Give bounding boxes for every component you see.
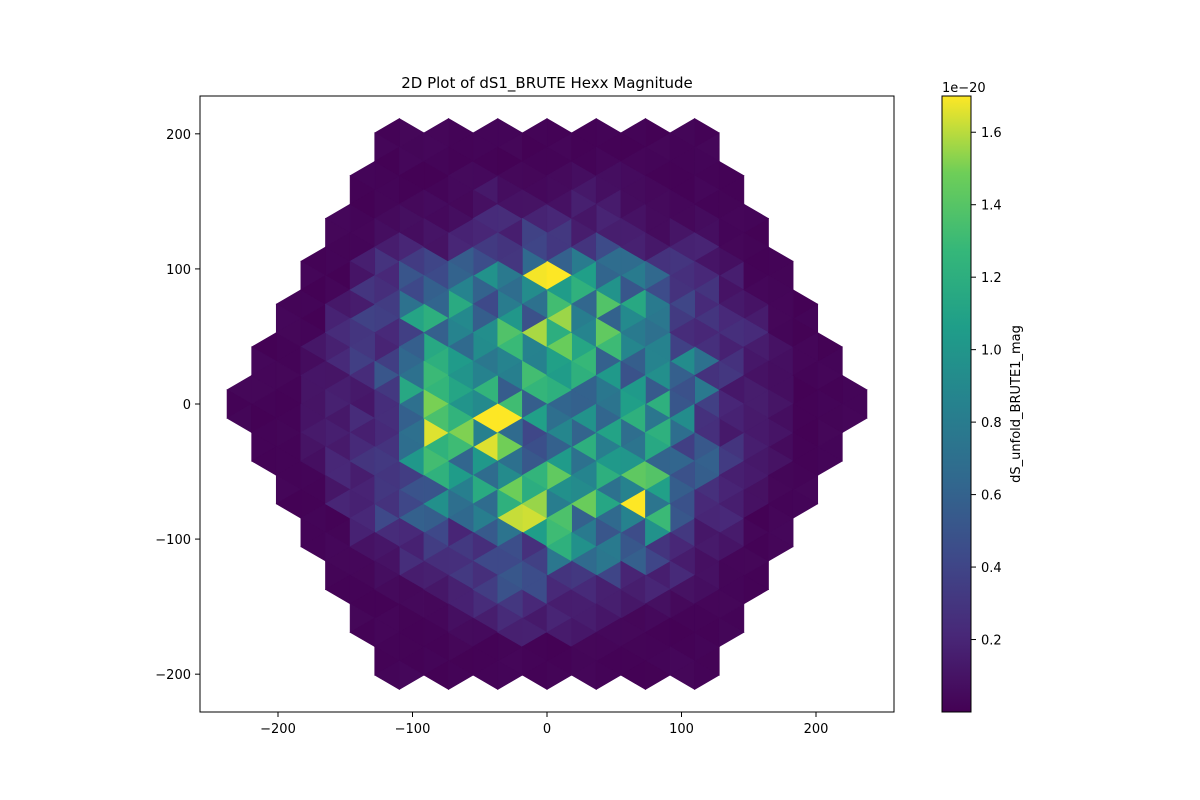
x-tick-label: 200 xyxy=(804,722,829,737)
colorbar-tick-label: 1.6 xyxy=(981,126,1002,141)
colorbar-tick-label: 0.4 xyxy=(981,561,1002,576)
colorbar-tick-label: 1.4 xyxy=(981,199,1002,214)
colorbar-tick-label: 0.2 xyxy=(981,634,1002,649)
mesh-triangle xyxy=(448,660,474,690)
colorbar-gradient xyxy=(942,96,971,712)
mesh-triangle xyxy=(645,660,671,690)
mesh-triangle xyxy=(595,660,622,690)
colorbar-tick-label: 1.2 xyxy=(981,271,1002,286)
mesh-triangle xyxy=(546,660,573,690)
y-axis: −200 −100 0 100 200 xyxy=(155,128,200,683)
hexagonal-mesh xyxy=(226,118,868,690)
colorbar-frame xyxy=(941,95,972,713)
mesh-triangle xyxy=(718,617,745,648)
mesh-triangle xyxy=(399,660,425,690)
colorbar-label: dS_unfold_BRUTE1_mag xyxy=(1009,325,1024,483)
colorbar-offset-text: 1e−20 xyxy=(942,81,986,96)
x-tick-label: −100 xyxy=(395,722,431,737)
x-tick-label: 0 xyxy=(543,722,551,737)
mesh-triangle xyxy=(768,531,794,562)
colorbar-tick-label: 0.6 xyxy=(981,489,1002,504)
x-tick-label: −200 xyxy=(260,722,296,737)
x-tick-label: 100 xyxy=(669,722,694,737)
mesh-triangle xyxy=(694,660,720,690)
colorbar-ticks: 0.2 0.4 0.6 0.8 1.0 1.2 1.4 1.6 xyxy=(971,126,1002,649)
x-axis: −200 −100 0 100 200 xyxy=(260,712,828,737)
mesh-triangle xyxy=(842,403,868,434)
mesh-triangle xyxy=(792,489,819,519)
colorbar-tick-label: 0.8 xyxy=(981,416,1002,431)
y-tick-label: 100 xyxy=(166,263,191,278)
chart-title: 2D Plot of dS1_BRUTE Hexx Magnitude xyxy=(401,74,693,93)
colorbar: 1e−20 dS_unfold_BRUTE1_mag 0.2 0.4 0.6 0.8 1… xyxy=(941,81,1024,713)
colorbar-tick-label: 1.0 xyxy=(981,344,1002,359)
y-tick-label: 200 xyxy=(166,128,191,143)
mesh-triangle xyxy=(497,660,523,690)
y-tick-label: 0 xyxy=(183,398,191,413)
y-tick-label: −100 xyxy=(155,533,191,548)
mesh-triangle xyxy=(743,574,770,605)
y-tick-label: −200 xyxy=(155,668,191,683)
mesh-triangle xyxy=(817,446,843,476)
